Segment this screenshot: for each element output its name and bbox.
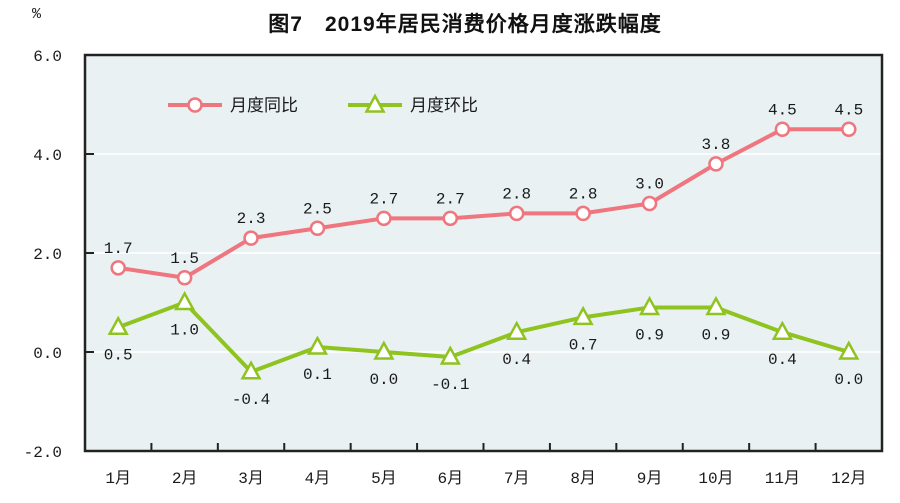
- triangle-marker: [506, 320, 528, 340]
- circle-marker: [176, 270, 193, 286]
- x-tick-label: 10月: [698, 470, 733, 488]
- x-tick-label: 1月: [105, 470, 131, 488]
- data-label: 0.1: [303, 366, 332, 384]
- x-tick-label: 7月: [504, 470, 530, 488]
- circle-marker: [110, 260, 126, 276]
- x-tick-label: 5月: [371, 470, 397, 488]
- data-label: 0.4: [502, 351, 531, 369]
- circle-marker: [774, 121, 791, 137]
- triangle-marker: [240, 360, 262, 380]
- data-label: 3.0: [635, 176, 664, 194]
- circle-marker: [641, 195, 658, 212]
- circle-marker: [309, 220, 326, 236]
- triangle-marker: [373, 340, 395, 360]
- data-label: 2.3: [237, 210, 266, 228]
- triangle-marker: [439, 345, 461, 365]
- series-line: [116, 300, 851, 374]
- x-tick-label: 3月: [238, 470, 264, 488]
- triangle-marker: [838, 340, 860, 360]
- circle-marker: [508, 205, 525, 222]
- data-label: 2.8: [569, 185, 598, 203]
- x-tick-label: 2月: [172, 470, 198, 488]
- x-tick-label: 11月: [765, 470, 800, 488]
- circle-marker: [243, 230, 259, 246]
- data-label: 0.5: [104, 346, 133, 364]
- triangle-marker: [107, 315, 129, 335]
- circle-marker: [575, 205, 591, 222]
- x-tick-label: 4月: [305, 470, 331, 488]
- data-label: 0.9: [702, 326, 731, 344]
- y-tick-label: 2.0: [33, 246, 62, 264]
- data-label: 1.0: [170, 322, 199, 340]
- y-tick-label: 4.0: [33, 147, 62, 165]
- data-label: 1.7: [104, 240, 133, 258]
- triangle-marker: [364, 93, 386, 113]
- x-tick-label: 12月: [831, 470, 866, 488]
- y-tick-label: -2.0: [24, 444, 62, 462]
- circle-marker: [187, 97, 203, 113]
- x-tick-label: 9月: [637, 470, 663, 488]
- triangle-marker: [638, 295, 661, 316]
- chart-title: 图7 2019年居民消费价格月度涨跌幅度: [268, 13, 662, 36]
- y-tick-label: 0.0: [33, 345, 62, 363]
- data-label: 0.0: [369, 371, 398, 389]
- data-label: -0.4: [232, 391, 270, 409]
- data-label: 0.7: [569, 336, 598, 354]
- legend-label: 月度同比: [230, 96, 298, 115]
- triangle-marker: [771, 320, 793, 340]
- data-label: 2.5: [303, 200, 332, 218]
- legend-label: 月度环比: [410, 96, 478, 115]
- data-label: 2.8: [502, 185, 531, 203]
- circle-marker: [376, 210, 392, 227]
- data-label: 0.0: [834, 371, 863, 389]
- data-label: -0.1: [431, 376, 469, 394]
- y-tick-label: 6.0: [33, 48, 62, 66]
- data-label: 0.9: [635, 326, 664, 344]
- data-label: 0.4: [768, 351, 797, 369]
- circle-marker: [442, 210, 459, 227]
- x-tick-label: 6月: [437, 470, 463, 488]
- triangle-marker: [174, 290, 196, 311]
- data-label: 2.7: [369, 190, 398, 208]
- plot-border: [83, 53, 884, 453]
- circle-marker: [708, 156, 724, 172]
- triangle-marker: [572, 305, 594, 326]
- triangle-marker: [705, 295, 727, 316]
- y-axis-unit-label: %: [32, 6, 42, 23]
- data-label: 4.5: [768, 101, 797, 119]
- x-tick-label: 8月: [570, 470, 596, 488]
- data-label: 4.5: [834, 101, 863, 119]
- data-label: 3.8: [702, 136, 731, 154]
- data-label: 2.7: [436, 190, 465, 208]
- series-line: [116, 127, 851, 280]
- triangle-marker: [306, 335, 329, 355]
- data-label: 1.5: [170, 250, 199, 268]
- circle-marker: [841, 121, 857, 137]
